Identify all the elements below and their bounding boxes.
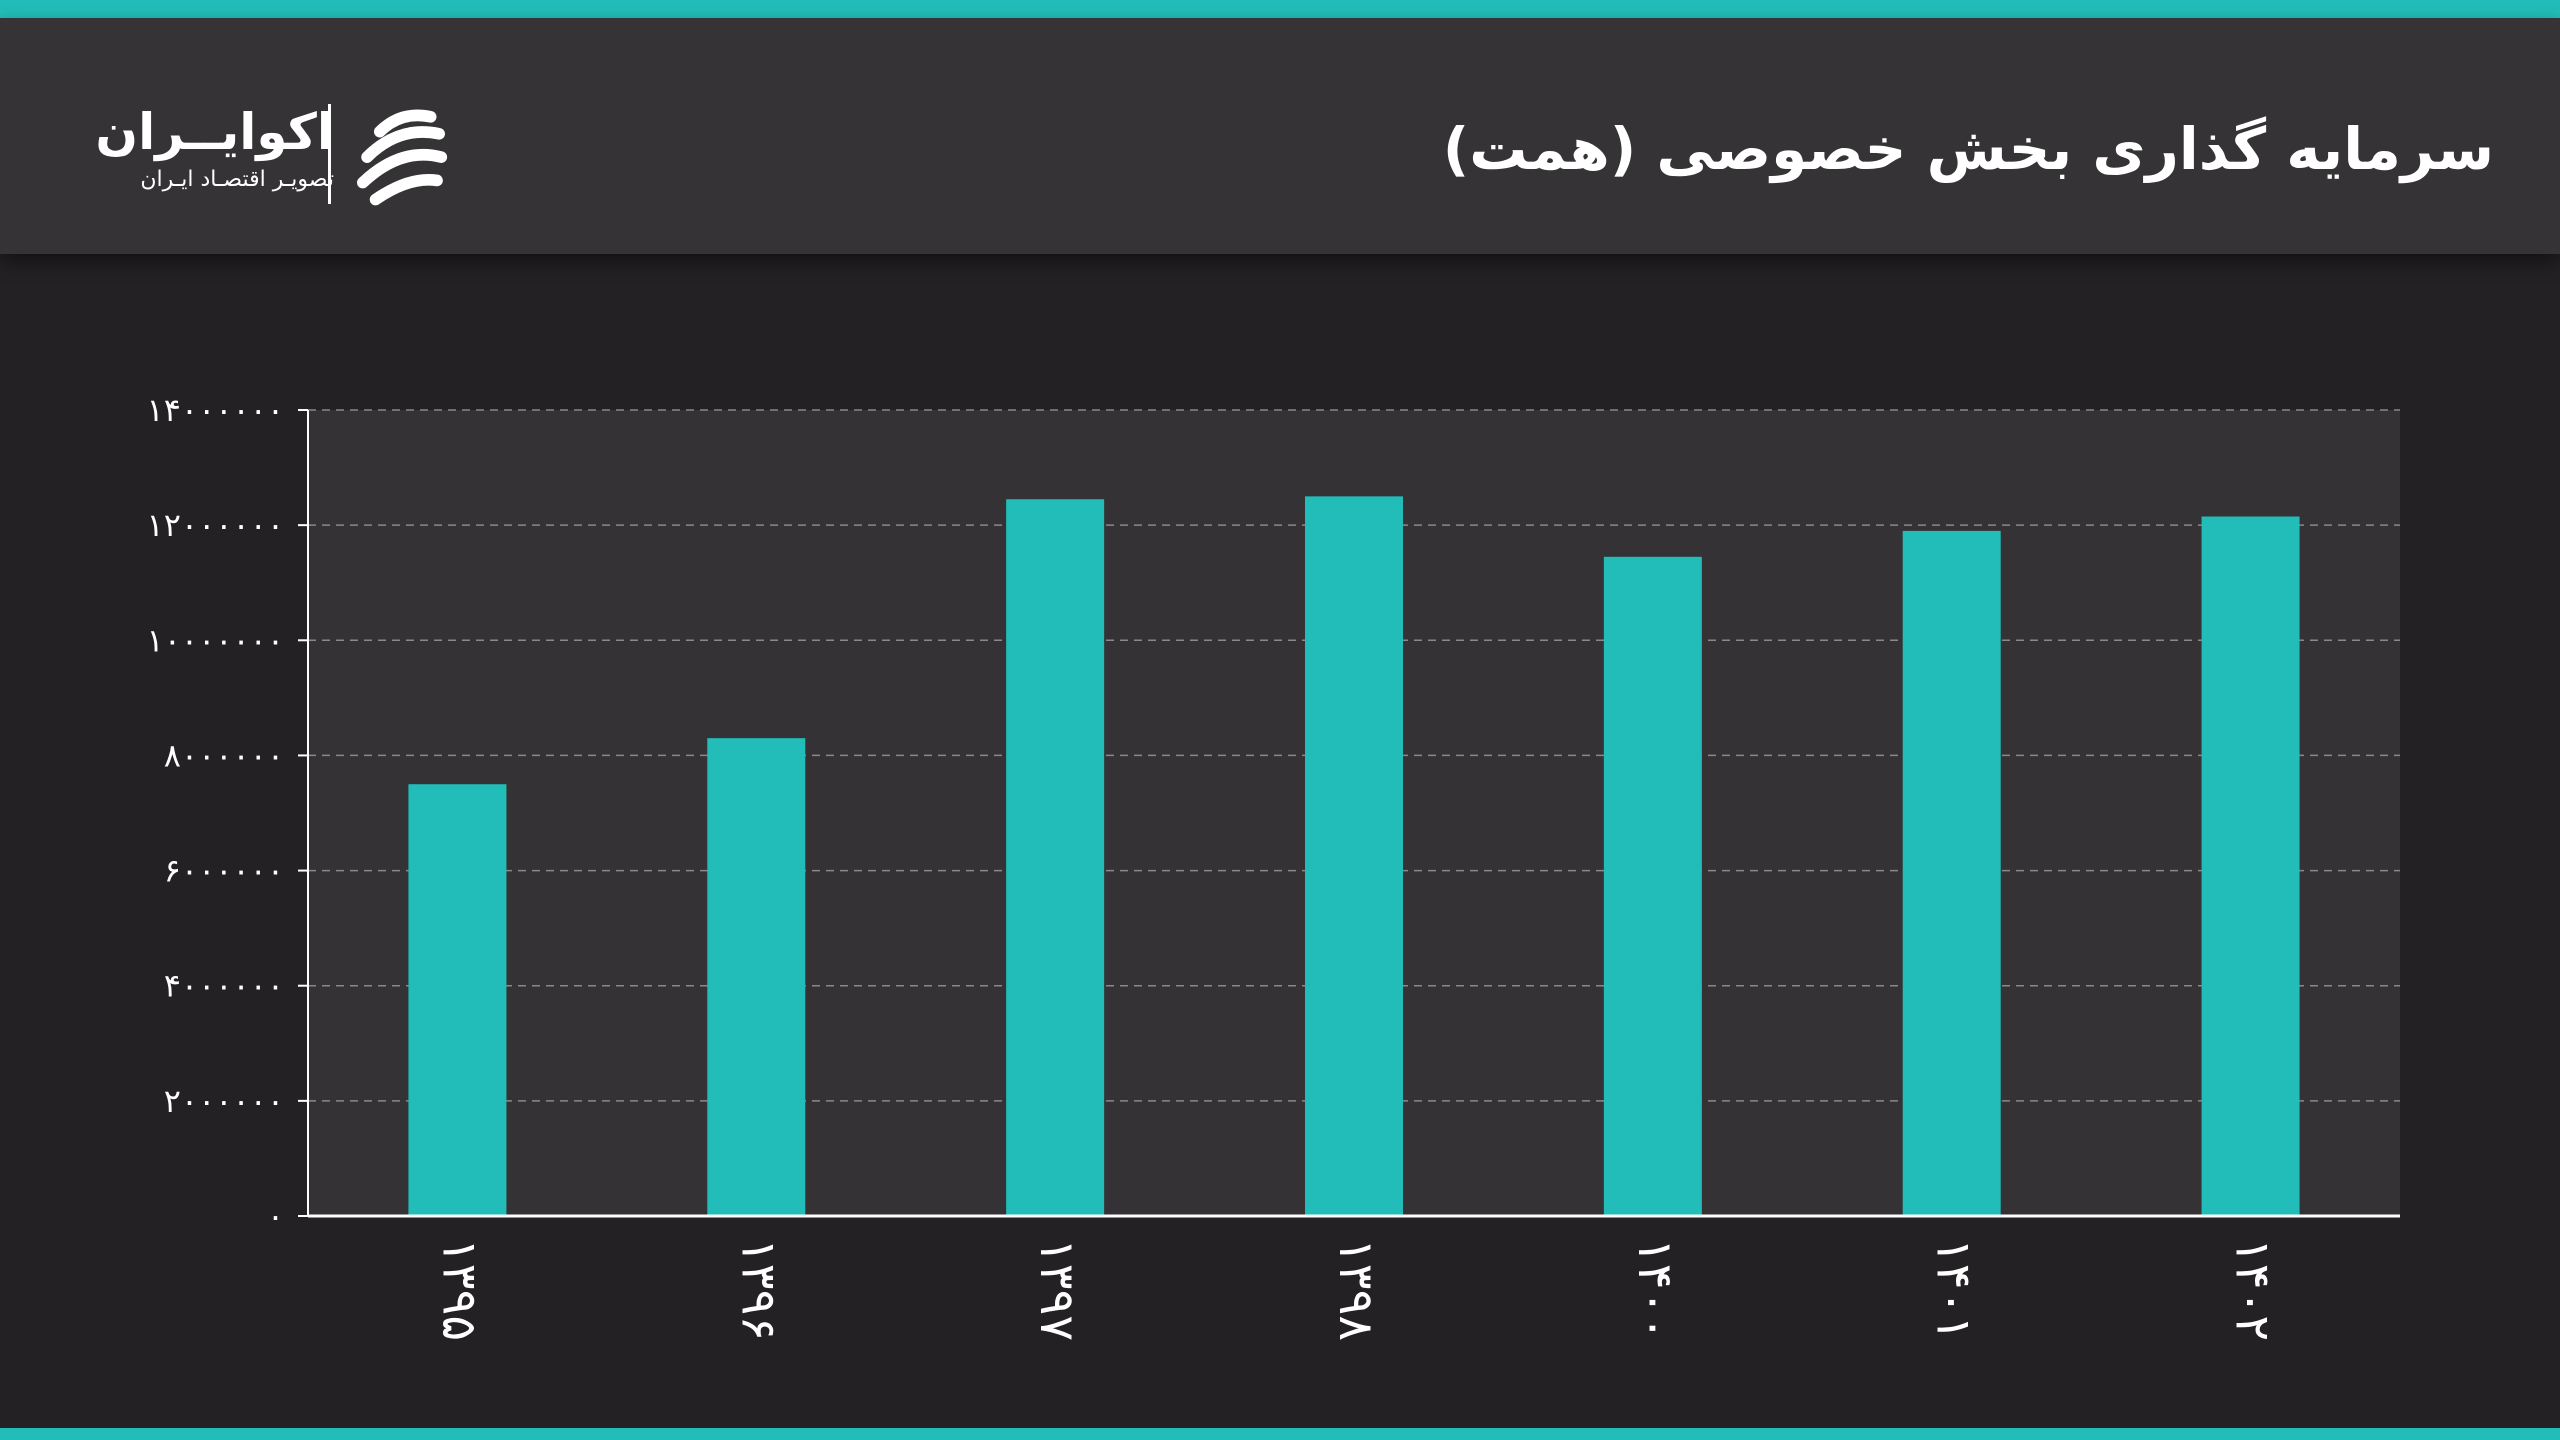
- bar: [1603, 556, 1702, 1216]
- bottom-accent-stripe: [0, 1428, 2560, 1440]
- y-tick-label: ۱۴۰۰۰۰۰۰: [147, 391, 285, 429]
- x-tick-label: ۱۳۹۶: [730, 1238, 786, 1341]
- bar: [1902, 530, 2001, 1216]
- bar: [408, 784, 507, 1216]
- top-accent-stripe: [0, 0, 2560, 18]
- y-tick-label: ۸۰۰۰۰۰۰: [164, 736, 284, 774]
- y-tick-label: ۱۰۰۰۰۰۰۰: [147, 621, 285, 659]
- y-tick-label: ۶۰۰۰۰۰۰: [164, 852, 284, 890]
- x-tick-label: ۱۴۰۲: [2225, 1238, 2281, 1341]
- bar: [1006, 499, 1105, 1216]
- bar: [1305, 496, 1403, 1216]
- y-tick-label: ۴۰۰۰۰۰۰: [164, 967, 284, 1005]
- bar: [707, 738, 806, 1216]
- brand[interactable]: اکوایــران تصویـر اقتصـاد ایـران: [92, 100, 472, 210]
- header-bar: سرمایه گذاری بخش خصوصی (همت) اکوایــران …: [0, 18, 2560, 254]
- brand-tagline: تصویـر اقتصـاد ایـران: [140, 167, 334, 192]
- y-tick-label: ۲۰۰۰۰۰۰: [164, 1082, 284, 1120]
- x-tick-label: ۱۳۹۸: [1328, 1238, 1384, 1341]
- brand-divider: [328, 104, 331, 204]
- y-tick-label: ۰: [267, 1197, 284, 1235]
- x-tick-label: ۱۴۰۱: [1926, 1238, 1982, 1341]
- x-tick-label: ۱۳۹۵: [431, 1238, 487, 1341]
- x-tick-label: ۱۴۰۰: [1627, 1238, 1683, 1341]
- brand-name: اکوایــران: [95, 103, 334, 161]
- ekoiran-logo-icon: [357, 109, 448, 206]
- y-tick-label: ۱۲۰۰۰۰۰۰: [147, 506, 285, 544]
- x-tick-label: ۱۳۹۷: [1029, 1238, 1085, 1341]
- bar: [2201, 516, 2300, 1216]
- page-title: سرمایه گذاری بخش خصوصی (همت): [1442, 115, 2494, 183]
